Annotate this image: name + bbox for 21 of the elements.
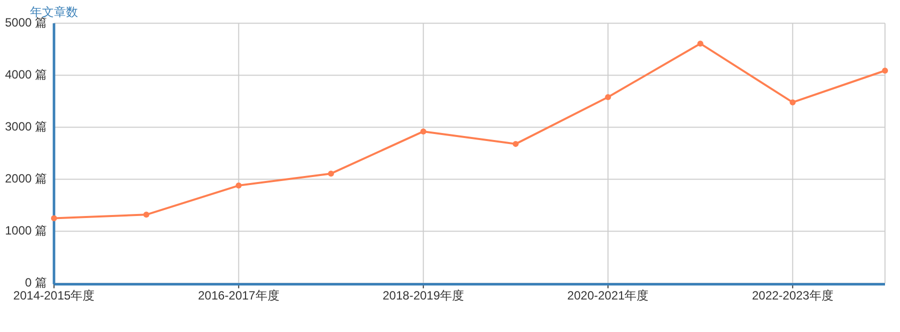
y-tick-label: 2000 篇 (4, 171, 47, 186)
x-tick-label: 2014-2015年度 (13, 288, 95, 302)
point (143, 212, 150, 218)
x-tick-label: 2020-2021年度 (567, 288, 649, 302)
x-tick-label: 2022-2023年度 (752, 288, 834, 302)
point (697, 40, 704, 47)
point (512, 140, 519, 147)
point (882, 68, 888, 74)
x-tick-label: 2016-2017年度 (198, 288, 280, 302)
y-tick-label: 1000 篇 (4, 223, 47, 238)
y-tick-label: 4000 篇 (4, 67, 47, 82)
y-tick-label: 0 篇 (24, 275, 47, 290)
point (605, 94, 611, 100)
point (51, 215, 57, 222)
point (236, 182, 242, 189)
y-axis-title: 年文章数 (30, 5, 78, 19)
point (328, 170, 334, 177)
point (790, 99, 796, 106)
point (420, 128, 426, 134)
x-tick-label: 2018-2019年度 (382, 288, 464, 302)
y-tick-label: 3000 篇 (4, 119, 47, 134)
